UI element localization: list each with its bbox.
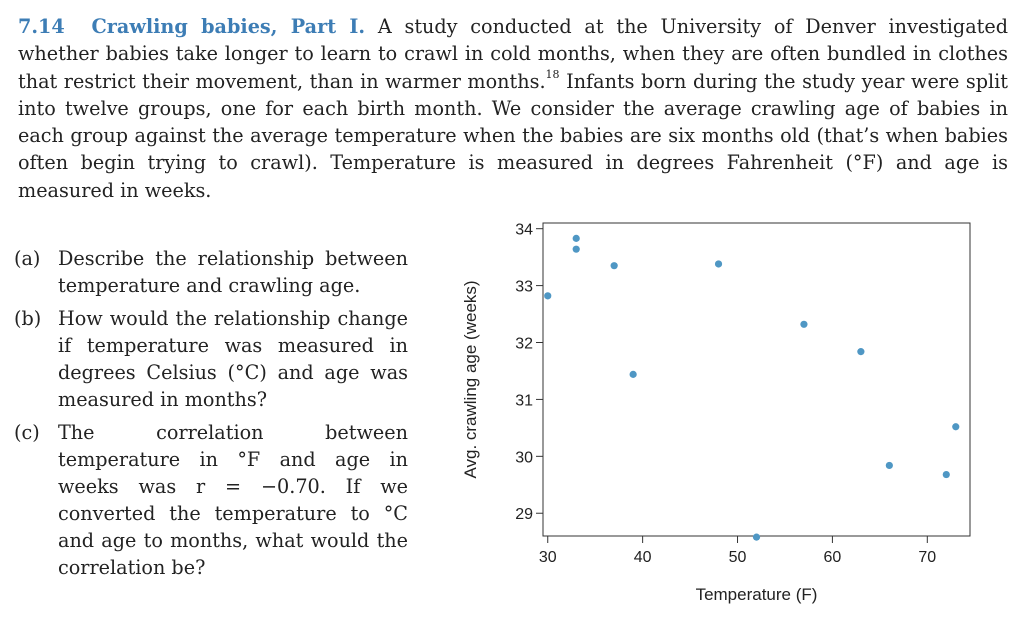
data-point (942, 470, 950, 479)
y-axis-label: Avg. crawling age (weeks) (461, 280, 480, 478)
question-part-a: (a) Describe the relationship between te… (14, 245, 408, 299)
y-tick-label: 30 (515, 449, 533, 466)
y-tick-label: 32 (515, 336, 533, 353)
y-tick-label: 34 (515, 222, 533, 239)
data-point (800, 320, 808, 328)
data-point (752, 533, 761, 541)
data-point (572, 234, 580, 242)
data-point (714, 260, 723, 268)
question-part-c: (c) The correlation between temperature … (14, 419, 408, 581)
data-point (572, 245, 580, 253)
x-tick-label: 60 (824, 549, 842, 566)
part-label: (a) (14, 247, 41, 270)
x-axis-label: Temperature (F) (696, 585, 818, 604)
question-parts: (a) Describe the relationship between te… (14, 245, 408, 587)
part-text: Describe the relationship between temper… (58, 247, 408, 297)
part-label: (b) (14, 307, 42, 330)
y-axis: 29 30 31 32 33 34 (515, 222, 543, 523)
x-tick-label: 70 (918, 549, 936, 566)
x-tick-label: 30 (539, 549, 557, 566)
plot-frame (542, 222, 971, 537)
y-tick-label: 33 (515, 279, 533, 296)
x-axis: 30 40 50 60 70 (539, 536, 936, 566)
data-point (857, 348, 865, 356)
data-point (544, 292, 552, 300)
data-point (885, 461, 893, 470)
problem-title: Crawling babies, Part I. (91, 15, 366, 38)
y-tick-label: 29 (515, 506, 533, 523)
part-label: (c) (14, 421, 40, 444)
problem-statement: 7.14 Crawling babies, Part I. A study co… (18, 13, 1008, 204)
problem-number: 7.14 (18, 15, 65, 38)
question-part-b: (b) How would the relationship change if… (14, 305, 408, 413)
y-tick-label: 31 (515, 392, 533, 409)
x-tick-label: 50 (729, 549, 747, 566)
part-text: The correlation between temperature in °… (58, 421, 408, 579)
data-points (544, 234, 960, 541)
footnote-marker: 18 (545, 68, 560, 82)
problem-text-body: Infants born during the study year were … (18, 69, 1008, 202)
data-point (629, 370, 637, 378)
data-point (952, 423, 960, 431)
part-text: How would the relationship change if tem… (58, 307, 408, 411)
problem-text-intro: A study conducted at the University of D… (18, 15, 1008, 93)
x-tick-label: 40 (634, 549, 652, 566)
data-point (610, 262, 618, 270)
